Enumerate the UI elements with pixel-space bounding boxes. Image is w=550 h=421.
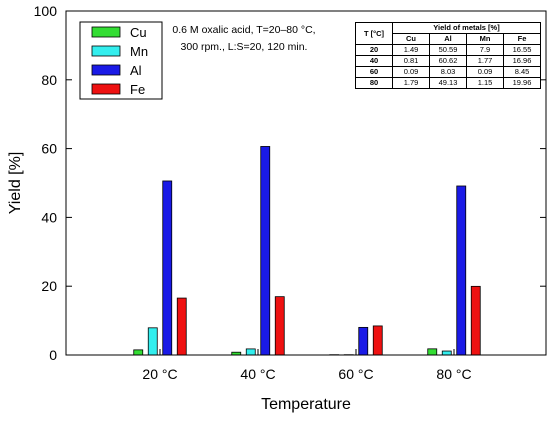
legend-swatch-cu — [92, 27, 120, 37]
table-cell: 0.09 — [467, 67, 504, 78]
x-tick-label: 80 °C — [436, 366, 471, 382]
table-cell: 50.59 — [430, 45, 467, 56]
bar-mn-3 — [442, 351, 451, 355]
table-temp-header: T [°C] — [356, 23, 393, 45]
bar-mn-0 — [148, 328, 157, 355]
bar-cu-0 — [134, 350, 143, 355]
table-temp-cell: 20 — [356, 45, 393, 56]
x-axis: 20 °C 40 °C 60 °C 80 °C — [142, 349, 471, 382]
table-row: 20 1.49 50.59 7.9 16.55 — [356, 45, 541, 56]
table-cell: 19.96 — [504, 78, 541, 89]
x-axis-label: Temperature — [261, 396, 351, 413]
table-temp-cell: 80 — [356, 78, 393, 89]
table-temp-cell: 60 — [356, 67, 393, 78]
bar-al-2 — [359, 327, 368, 355]
table-column-header: Al — [430, 34, 467, 45]
table-cell: 8.45 — [504, 67, 541, 78]
x-tick-label: 60 °C — [338, 366, 373, 382]
y-tick-label: 80 — [41, 72, 57, 88]
y-tick-label: 100 — [34, 3, 58, 19]
bar-fe-0 — [177, 298, 186, 355]
table-cell: 1.15 — [467, 78, 504, 89]
y-tick-label: 20 — [41, 278, 57, 294]
bars-layer — [134, 146, 481, 355]
x-tick-label: 40 °C — [240, 366, 275, 382]
x-tick-label: 20 °C — [142, 366, 177, 382]
table-row: 80 1.79 49.13 1.15 19.96 — [356, 78, 541, 89]
table-row: 40 0.81 60.62 1.77 16.96 — [356, 56, 541, 67]
table-column-header: Fe — [504, 34, 541, 45]
yield-table: T [°C] Yield of metals [%] Cu Al Mn Fe 2… — [355, 22, 541, 89]
legend-label-mn: Mn — [130, 44, 148, 59]
y-axis-label: Yield [%] — [7, 152, 24, 215]
legend-label-fe: Fe — [130, 82, 145, 97]
table-cell: 7.9 — [467, 45, 504, 56]
y-tick-label: 60 — [41, 141, 57, 157]
legend-swatch-fe — [92, 84, 120, 94]
table-cell: 49.13 — [430, 78, 467, 89]
bar-al-1 — [261, 146, 270, 355]
table-cell: 16.96 — [504, 56, 541, 67]
bar-al-3 — [457, 186, 466, 355]
bar-fe-2 — [373, 326, 382, 355]
annotation-line-2: 300 rpm., L:S=20, 120 min. — [181, 41, 308, 53]
table-group-header: Yield of metals [%] — [393, 23, 541, 34]
legend-label-al: Al — [130, 63, 142, 78]
bar-fe-1 — [275, 297, 284, 355]
table-cell: 1.79 — [393, 78, 430, 89]
legend-swatch-al — [92, 65, 120, 75]
table-temp-cell: 40 — [356, 56, 393, 67]
table-column-header: Cu — [393, 34, 430, 45]
table-cell: 8.03 — [430, 67, 467, 78]
y-tick-label: 0 — [49, 347, 57, 363]
table-column-header: Mn — [467, 34, 504, 45]
bar-mn-1 — [246, 349, 255, 355]
table-cell: 1.77 — [467, 56, 504, 67]
table-cell: 16.55 — [504, 45, 541, 56]
table-row: 60 0.09 8.03 0.09 8.45 — [356, 67, 541, 78]
y-tick-label: 40 — [41, 209, 57, 225]
annotation-line-1: 0.6 M oxalic acid, T=20–80 °C, — [172, 24, 315, 36]
legend-swatch-mn — [92, 46, 120, 56]
bar-cu-3 — [428, 349, 437, 355]
table-cell: 1.49 — [393, 45, 430, 56]
table-cell: 0.81 — [393, 56, 430, 67]
bar-al-0 — [163, 181, 172, 355]
table-cell: 0.09 — [393, 67, 430, 78]
legend-label-cu: Cu — [130, 25, 147, 40]
bar-fe-3 — [471, 286, 480, 355]
table-cell: 60.62 — [430, 56, 467, 67]
legend: Cu Mn Al Fe — [80, 22, 162, 99]
